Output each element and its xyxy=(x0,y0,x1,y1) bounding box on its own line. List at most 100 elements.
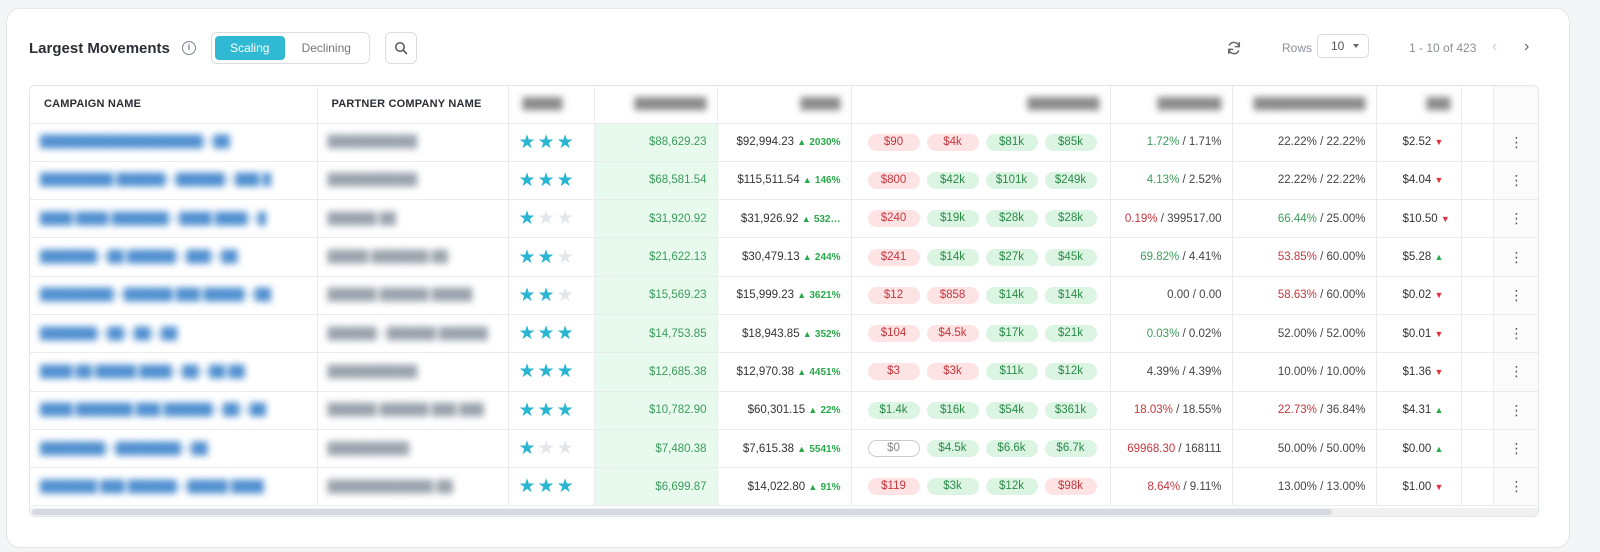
cpc-cell: $4.04 ▼ xyxy=(1376,161,1462,201)
column-spacer xyxy=(1461,86,1494,124)
row-menu-button[interactable]: ⋮ xyxy=(1493,467,1538,507)
info-icon[interactable]: i xyxy=(182,41,196,55)
spend-pills-cell: $241 $14k $27k $45k xyxy=(851,237,1111,277)
spend-pill: $14k xyxy=(1044,286,1097,304)
row-menu-button[interactable]: ⋮ xyxy=(1493,391,1538,430)
table-row[interactable]: ████ ██ █████ ████ ▪ ██ ▪ ██ ██ █████████… xyxy=(30,352,1538,392)
spend-pills-cell: $800 $42k $101k $249k xyxy=(851,161,1111,201)
ratio-2-value: 22.22% xyxy=(1277,136,1317,149)
table-row[interactable]: ███████ ███ ██████ ▪ █████ ████ █████████… xyxy=(30,467,1538,507)
spacer-cell xyxy=(1461,467,1494,507)
column-ratio-1[interactable]: ████████ xyxy=(1110,86,1233,124)
row-menu-button[interactable]: ⋮ xyxy=(1493,199,1538,239)
spacer-cell xyxy=(1461,123,1494,162)
column-ratio-2[interactable]: ██████████████ xyxy=(1232,86,1377,124)
scrollbar-thumb[interactable] xyxy=(32,509,1332,515)
cpc-value: $4.31 xyxy=(1402,404,1432,417)
campaign-name-cell[interactable]: ████ ██ █████ ████ ▪ ██ ▪ ██ ██ xyxy=(30,352,318,392)
spend-pill: $16k xyxy=(926,401,979,419)
spend-pill: $54k xyxy=(985,401,1038,419)
spend-pill: $28k xyxy=(985,210,1038,228)
week-cell: $7,615.38 ▲ 5541% xyxy=(717,429,852,469)
cpc-value: $0.02 xyxy=(1402,289,1432,302)
spend-pill: $28k xyxy=(1044,210,1097,228)
table-row[interactable]: ████ ████ ███████ ▪ ████ ████ ▪ █ ██████ … xyxy=(30,199,1538,239)
column-rating[interactable]: █████ xyxy=(508,86,595,124)
table-row[interactable]: ████ ███████ ███ ██████ ▪ ██ ▪ ██ ██████ … xyxy=(30,391,1538,430)
spend-pill: $1.4k xyxy=(867,401,920,419)
column-week[interactable]: █████ xyxy=(717,86,852,124)
more-vertical-icon: ⋮ xyxy=(1509,363,1524,380)
tab-scaling[interactable]: Scaling xyxy=(215,36,285,60)
campaign-name-cell[interactable]: ███████ ▪ ██ ██████ ▪ ███ ▪ ██ xyxy=(30,237,318,277)
column-spend-trend[interactable]: █████████ xyxy=(851,86,1111,124)
campaign-name-cell[interactable]: ███████ ███ ██████ ▪ █████ ████ xyxy=(30,467,318,507)
column-today[interactable]: █████████ xyxy=(594,86,718,124)
campaign-name-cell[interactable]: ████████████████████ ▪ ██ xyxy=(30,123,318,162)
tab-declining[interactable]: Declining xyxy=(301,41,351,55)
today-value: $88,629.23 xyxy=(594,123,718,162)
star-icon: ★ xyxy=(537,208,557,230)
arrow-up-icon: ▲ xyxy=(1434,252,1444,263)
column-campaign-name[interactable]: CAMPAIGN NAME xyxy=(30,86,318,124)
refresh-icon[interactable] xyxy=(1226,40,1242,56)
partner-name-cell: ███████████ xyxy=(317,352,509,392)
search-button[interactable] xyxy=(385,32,417,64)
table-row[interactable]: ███████ ▪ ██ ▪ ██ ▪ ██ ██████ ▪ ██████ ██… xyxy=(30,314,1538,354)
column-cpc[interactable]: ███ xyxy=(1376,86,1462,124)
column-partner-company-name[interactable]: PARTNER COMPANY NAME xyxy=(317,86,509,124)
horizontal-scrollbar[interactable] xyxy=(30,508,1538,516)
ratio-1-value: 0.00 xyxy=(1167,289,1190,302)
ratio-1-cell: 69.82% / 4.41% xyxy=(1110,237,1233,277)
ratio-2-cell: 10.00% / 10.00% xyxy=(1232,352,1377,392)
table-row[interactable]: ████████████████████ ▪ ██ ███████████ ★★★ $… xyxy=(30,123,1538,162)
week-cell: $18,943.85 ▲ 352% xyxy=(717,314,852,354)
row-menu-button[interactable]: ⋮ xyxy=(1493,314,1538,354)
table-row[interactable]: █████████ ██████ ▪ ██████ ▪ ███ █ ███████… xyxy=(30,161,1538,201)
row-menu-button[interactable]: ⋮ xyxy=(1493,429,1538,469)
arrow-up-icon: ▲ xyxy=(802,328,812,339)
row-menu-button[interactable]: ⋮ xyxy=(1493,161,1538,201)
next-page-button[interactable]: › xyxy=(1524,38,1530,55)
spend-pill: $98k xyxy=(1044,478,1097,496)
campaign-name-cell[interactable]: ████ ███████ ███ ██████ ▪ ██ ▪ ██ xyxy=(30,391,318,430)
star-icon: ★ xyxy=(556,208,576,230)
campaign-name-cell[interactable]: █████████ ▪ ██████ ███ █████ ▪ ██ xyxy=(30,276,318,315)
rows-per-page-value: 10 xyxy=(1331,39,1345,53)
table-row[interactable]: █████████ ▪ ██████ ███ █████ ▪ ██ ██████ … xyxy=(30,276,1538,315)
more-vertical-icon: ⋮ xyxy=(1509,325,1524,342)
spacer-cell xyxy=(1461,314,1494,354)
arrow-up-icon: ▲ xyxy=(1434,405,1444,416)
table-row[interactable]: ████████ ▪ ████████ ▪ ██ ██████████ ★★★ $7,… xyxy=(30,429,1538,469)
today-value: $10,782.90 xyxy=(594,391,718,430)
week-value: $15,999.23 xyxy=(736,289,795,302)
week-cell: $31,926.92 ▲ 532… xyxy=(717,199,852,239)
ratio-1-cell: 0.00 / 0.00 xyxy=(1110,276,1233,315)
row-menu-button[interactable]: ⋮ xyxy=(1493,276,1538,315)
campaign-name-cell[interactable]: ████████ ▪ ████████ ▪ ██ xyxy=(30,429,318,469)
cpc-cell: $1.00 ▼ xyxy=(1376,467,1462,507)
ratio-2-value: 66.44% xyxy=(1277,212,1317,225)
rating-stars: ★★★ xyxy=(508,199,595,239)
arrow-down-icon: ▼ xyxy=(1434,175,1444,186)
spend-pills-cell: $3 $3k $11k $12k xyxy=(851,352,1111,392)
rows-per-page-select[interactable]: 10 xyxy=(1317,34,1369,58)
row-menu-button[interactable]: ⋮ xyxy=(1493,237,1538,277)
week-value: $60,301.15 xyxy=(747,404,806,417)
cpc-cell: $5.28 ▲ xyxy=(1376,237,1462,277)
ratio-2-cell: 50.00% / 50.00% xyxy=(1232,429,1377,469)
spend-pills-cell: $0 $4.5k $6.6k $6.7k xyxy=(851,429,1111,469)
campaign-name-cell[interactable]: █████████ ██████ ▪ ██████ ▪ ███ █ xyxy=(30,161,318,201)
arrow-up-icon: ▲ xyxy=(802,252,812,263)
week-cell: $115,511.54 ▲ 146% xyxy=(717,161,852,201)
row-menu-button[interactable]: ⋮ xyxy=(1493,123,1538,162)
star-icon: ★ xyxy=(537,361,557,383)
rows-label: Rows xyxy=(1282,41,1313,55)
row-menu-button[interactable]: ⋮ xyxy=(1493,352,1538,392)
campaign-name-cell[interactable]: ████ ████ ███████ ▪ ████ ████ ▪ █ xyxy=(30,199,318,239)
previous-page-button[interactable]: ‹ xyxy=(1492,38,1498,55)
more-vertical-icon: ⋮ xyxy=(1509,286,1524,303)
table-row[interactable]: ███████ ▪ ██ ██████ ▪ ███ ▪ ██ █████ ████… xyxy=(30,237,1538,277)
campaign-name-cell[interactable]: ███████ ▪ ██ ▪ ██ ▪ ██ xyxy=(30,314,318,354)
ratio-2-base: 60.00% xyxy=(1326,289,1366,302)
